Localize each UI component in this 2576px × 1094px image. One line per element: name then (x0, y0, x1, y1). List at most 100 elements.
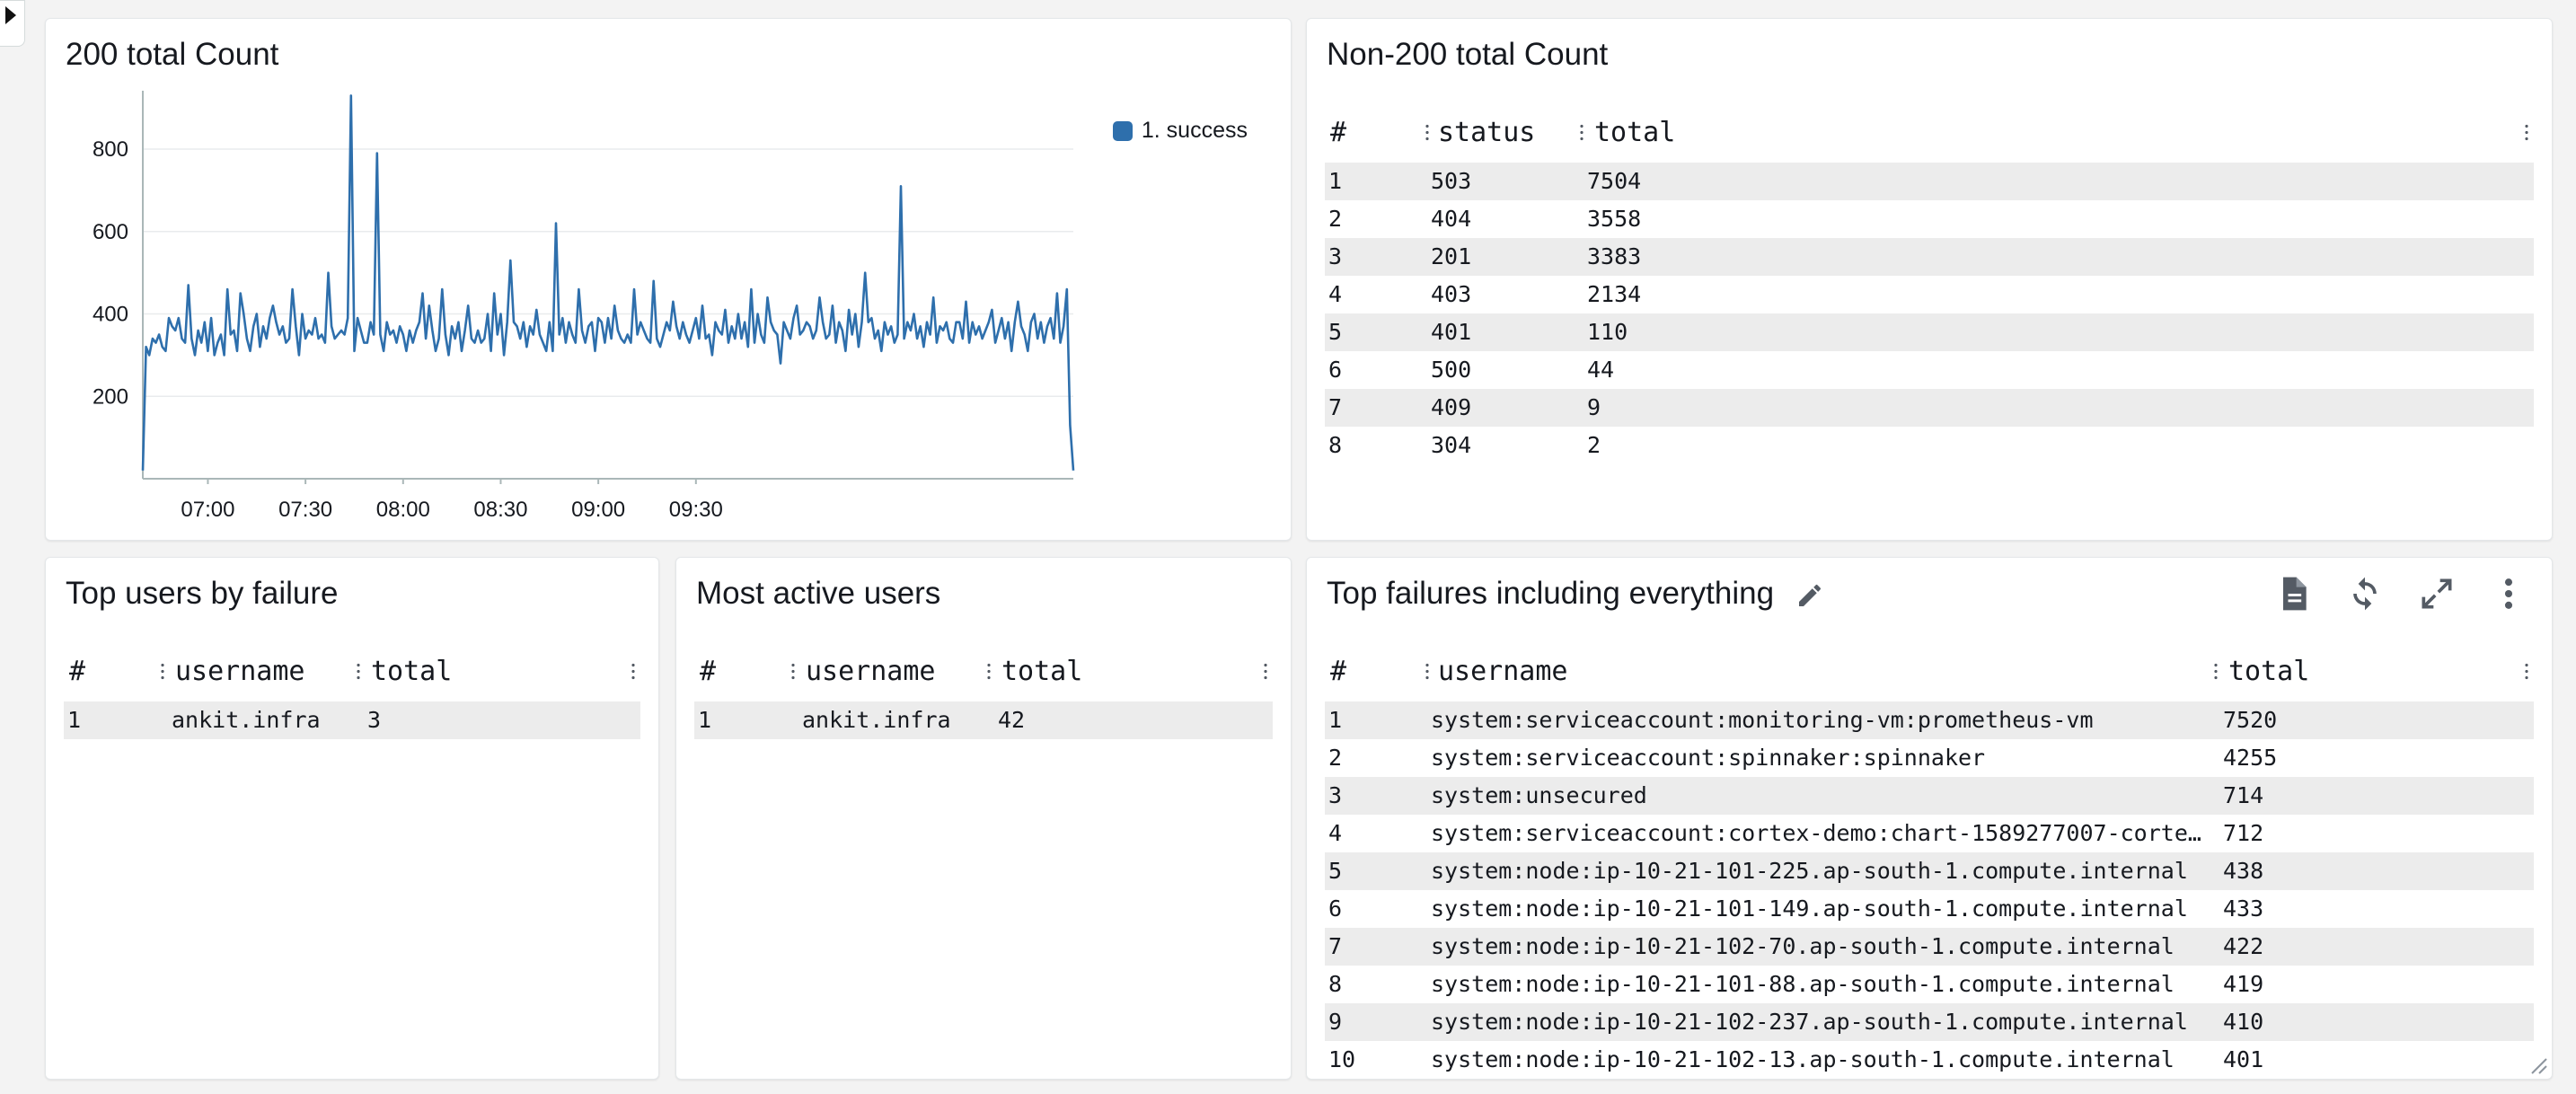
column-menu-icon[interactable] (2525, 123, 2528, 143)
cell-status: 403 (1431, 281, 1472, 307)
column-header-index[interactable]: # (1330, 656, 1347, 687)
column-header-username[interactable]: username (175, 656, 305, 687)
table-row[interactable]: 5 system:node:ip-10-21-101-225.ap-south-1… (1325, 852, 2534, 890)
sidebar-toggle[interactable] (0, 0, 25, 47)
widget-title: Top users by failure (66, 576, 339, 611)
table-row[interactable]: 3 201 3383 (1325, 238, 2534, 276)
cell-total: 4255 (2223, 745, 2278, 771)
table-row[interactable]: 4 403 2134 (1325, 276, 2534, 313)
legend-swatch (1112, 120, 1133, 141)
table-header: # username total (1325, 649, 2534, 694)
cell-total: 410 (2223, 1009, 2264, 1035)
column-resize-handle[interactable] (1425, 662, 1429, 682)
widget-title: Non-200 total Count (1327, 37, 1609, 72)
cell-index: 3 (1328, 782, 1343, 808)
line-chart: 200 400 600 800 07:00 07:30 08:00 08:30 09:00 09:… (93, 91, 1075, 522)
cell-username: system:node:ip-10-21-101-225.ap-south-1.… (1431, 858, 2188, 884)
table-row[interactable]: 1 ankit.infra 3 (64, 701, 640, 739)
cell-total: 3383 (1587, 243, 1642, 269)
cell-index: 1 (67, 707, 82, 733)
cell-index: 4 (1328, 281, 1343, 307)
table-body: 1 503 7504 2 404 3558 3 201 3383 4 403 2134 5 401 110 6… (1325, 163, 2534, 464)
column-header-index[interactable]: # (1330, 117, 1347, 148)
table-row[interactable]: 3 system:unsecured 714 (1325, 777, 2534, 815)
cell-total: 712 (2223, 820, 2264, 846)
table-body: 1 ankit.infra 3 (64, 701, 640, 739)
column-menu-icon[interactable] (2525, 662, 2528, 682)
series-line-success (141, 94, 1075, 471)
column-resize-handle[interactable] (1425, 123, 1429, 143)
document-icon[interactable] (2273, 574, 2313, 613)
column-menu-icon[interactable] (1264, 662, 1267, 682)
table-row[interactable]: 1 503 7504 (1325, 163, 2534, 200)
more-options-icon[interactable] (2489, 574, 2528, 613)
table-row[interactable]: 10 system:node:ip-10-21-102-13.ap-south-1… (1325, 1041, 2534, 1079)
cell-username: system:node:ip-10-21-101-88.ap-south-1.c… (1431, 971, 2175, 997)
x-tick-label: 08:00 (376, 498, 430, 522)
y-tick-label: 600 (93, 220, 128, 244)
cell-username: system:serviceaccount:monitoring-vm:prom… (1431, 707, 2094, 733)
widget-title-text: Top failures including everything (1327, 576, 1775, 611)
table-row[interactable]: 8 system:node:ip-10-21-101-88.ap-south-1.… (1325, 966, 2534, 1003)
cell-total: 401 (2223, 1046, 2264, 1072)
table-row[interactable]: 5 401 110 (1325, 313, 2534, 351)
cell-total: 419 (2223, 971, 2264, 997)
cell-index: 5 (1328, 319, 1343, 345)
cell-username: system:unsecured (1431, 782, 1647, 808)
cell-status: 500 (1431, 357, 1472, 383)
column-header-total[interactable]: total (371, 656, 453, 687)
column-header-total[interactable]: total (2228, 656, 2310, 687)
resize-handle-icon[interactable] (2528, 1055, 2548, 1075)
column-resize-handle[interactable] (1580, 123, 1584, 143)
cell-index: 1 (1328, 707, 1343, 733)
table-row[interactable]: 1 system:serviceaccount:monitoring-vm:pro… (1325, 701, 2534, 739)
column-header-username[interactable]: username (806, 656, 936, 687)
column-resize-handle[interactable] (791, 662, 795, 682)
table-row[interactable]: 6 500 44 (1325, 351, 2534, 389)
column-header-index[interactable]: # (69, 656, 86, 687)
table-row[interactable]: 8 304 2 (1325, 427, 2534, 464)
column-header-total[interactable]: total (1594, 117, 1676, 148)
cell-total: 110 (1587, 319, 1628, 345)
widget-non-200-total-count: Non-200 total Count # status total 1 503 7… (1306, 18, 2553, 541)
cell-total: 3 (367, 707, 382, 733)
expand-icon[interactable] (2417, 574, 2457, 613)
cell-index: 1 (698, 707, 712, 733)
pencil-icon[interactable] (1795, 581, 1824, 610)
cell-total: 2134 (1587, 281, 1642, 307)
widget-title: Top failures including everything (1327, 576, 1824, 612)
column-header-index[interactable]: # (700, 656, 717, 687)
table-row[interactable]: 9 system:node:ip-10-21-102-237.ap-south-1… (1325, 1003, 2534, 1041)
table-row[interactable]: 7 409 9 (1325, 389, 2534, 427)
x-tick-label: 07:00 (181, 498, 234, 522)
column-header-username[interactable]: username (1438, 656, 1568, 687)
widget-200-total-count: 200 total Count 1. success 200 400 600 800 0… (45, 18, 1292, 541)
y-tick-label: 800 (93, 137, 128, 162)
column-resize-handle[interactable] (161, 662, 164, 682)
column-header-status[interactable]: status (1438, 117, 1536, 148)
column-resize-handle[interactable] (357, 662, 360, 682)
refresh-icon[interactable] (2345, 574, 2385, 613)
column-resize-handle[interactable] (987, 662, 991, 682)
cell-username: system:node:ip-10-21-102-70.ap-south-1.c… (1431, 933, 2175, 959)
table-row[interactable]: 4 system:serviceaccount:cortex-demo:chart… (1325, 815, 2534, 852)
cell-index: 6 (1328, 895, 1343, 922)
column-menu-icon[interactable] (631, 662, 635, 682)
table-header: # status total (1325, 110, 2534, 155)
table-row[interactable]: 2 system:serviceaccount:spinnaker:spinnak… (1325, 739, 2534, 777)
column-resize-handle[interactable] (2214, 662, 2218, 682)
table-row[interactable]: 7 system:node:ip-10-21-102-70.ap-south-1.… (1325, 928, 2534, 966)
legend-label: 1. success (1141, 118, 1248, 143)
cell-total: 433 (2223, 895, 2264, 922)
cell-total: 7520 (2223, 707, 2278, 733)
caret-right-icon (5, 6, 16, 24)
cell-username: system:node:ip-10-21-102-13.ap-south-1.c… (1431, 1046, 2175, 1072)
chart-legend[interactable]: 1. success (1112, 118, 1248, 144)
cell-index: 10 (1328, 1046, 1356, 1072)
table-row[interactable]: 1 ankit.infra 42 (694, 701, 1273, 739)
table-row[interactable]: 2 404 3558 (1325, 200, 2534, 238)
table-row[interactable]: 6 system:node:ip-10-21-101-149.ap-south-1… (1325, 890, 2534, 928)
column-header-total[interactable]: total (1001, 656, 1083, 687)
table-header: # username total (64, 649, 640, 694)
cell-total: 714 (2223, 782, 2264, 808)
